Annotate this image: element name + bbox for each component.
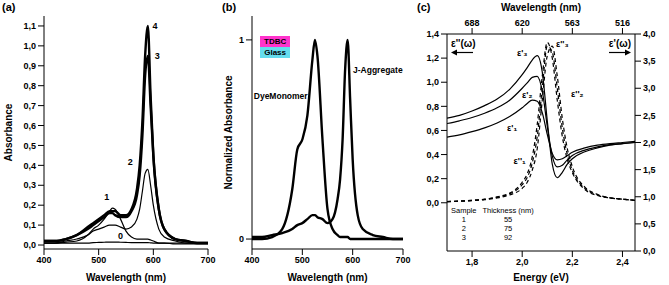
svg-text:Energy (eV): Energy (eV) <box>513 272 569 283</box>
svg-text:3,0: 3,0 <box>643 83 656 93</box>
svg-text:500: 500 <box>91 255 106 265</box>
html-text:Sample: Sample <box>451 206 477 215</box>
svg-text:1,4: 1,4 <box>426 29 439 39</box>
svg-text:2,4: 2,4 <box>616 257 629 267</box>
svg-text:0,5: 0,5 <box>643 219 656 229</box>
html-text:2: 2 <box>461 224 466 233</box>
svg-text:0,9: 0,9 <box>23 61 36 71</box>
svg-text:J-Aggregate: J-Aggregate <box>353 65 403 75</box>
svg-text:0,2: 0,2 <box>426 174 439 184</box>
svg-text:0,1: 0,1 <box>23 220 36 230</box>
svg-text:688: 688 <box>465 18 480 28</box>
html-text:55: 55 <box>503 215 513 224</box>
svg-text:0,7: 0,7 <box>23 101 36 111</box>
html-text:3: 3 <box>461 233 466 242</box>
svg-text:ε'₂: ε'₂ <box>522 90 532 100</box>
svg-text:0,5: 0,5 <box>23 141 36 151</box>
svg-text:0,2: 0,2 <box>23 200 36 210</box>
html-text:Thickness (nm): Thickness (nm) <box>482 206 534 215</box>
svg-text:400: 400 <box>244 255 259 265</box>
svg-text:1,0: 1,0 <box>426 77 439 87</box>
svg-text:0: 0 <box>118 231 123 241</box>
svg-text:0,0: 0,0 <box>426 198 439 208</box>
svg-text:1,2: 1,2 <box>426 53 439 63</box>
svg-text:Wavelength (nm): Wavelength (nm) <box>287 272 367 283</box>
svg-text:1,0: 1,0 <box>643 192 656 202</box>
svg-text:0,0: 0,0 <box>643 246 656 256</box>
svg-text:ε''₃: ε''₃ <box>556 39 569 49</box>
svg-text:3: 3 <box>155 51 160 61</box>
svg-text:2: 2 <box>128 157 133 167</box>
html-text:ε'(ω): ε'(ω) <box>608 38 631 49</box>
svg-text:516: 516 <box>615 18 630 28</box>
svg-text:4: 4 <box>152 21 157 31</box>
svg-text:0,4: 0,4 <box>23 161 36 171</box>
svg-text:600: 600 <box>345 255 360 265</box>
svg-text:2,5: 2,5 <box>643 111 656 121</box>
svg-text:620: 620 <box>515 18 530 28</box>
svg-text:ε''₂: ε''₂ <box>571 89 584 99</box>
svg-text:Normalized Absorbance: Normalized Absorbance <box>223 75 234 190</box>
html-text:Glass: Glass <box>264 48 286 57</box>
svg-text:ε'₃: ε'₃ <box>517 48 528 58</box>
svg-text:0: 0 <box>239 234 244 244</box>
svg-text:1,0: 1,0 <box>23 41 36 51</box>
html-text:92: 92 <box>503 233 513 242</box>
svg-text:4,0: 4,0 <box>643 29 656 39</box>
svg-text:Wavelength (nm): Wavelength (nm) <box>86 272 166 283</box>
svg-text:Wavelength (nm): Wavelength (nm) <box>501 2 581 13</box>
svg-text:2,0: 2,0 <box>643 138 656 148</box>
svg-text:0,0: 0,0 <box>23 240 36 250</box>
html-text:(b): (b) <box>222 1 236 13</box>
html-text:1: 1 <box>461 215 466 224</box>
svg-text:1,5: 1,5 <box>643 165 656 175</box>
svg-text:2,0: 2,0 <box>516 257 529 267</box>
svg-text:400: 400 <box>36 255 51 265</box>
svg-text:1,1: 1,1 <box>23 21 36 31</box>
html-text:(c): (c) <box>417 1 431 13</box>
svg-text:563: 563 <box>565 18 580 28</box>
svg-text:0,6: 0,6 <box>426 126 439 136</box>
svg-text:2,2: 2,2 <box>566 257 579 267</box>
html-text:TDBC: TDBC <box>264 37 287 46</box>
svg-text:0,3: 0,3 <box>23 180 36 190</box>
html-text:(a): (a) <box>2 1 16 13</box>
html-text:ε''(ω): ε''(ω) <box>451 38 476 49</box>
svg-text:500: 500 <box>295 255 310 265</box>
svg-text:700: 700 <box>200 255 215 265</box>
svg-text:ε''₁: ε''₁ <box>514 156 527 166</box>
svg-text:600: 600 <box>146 255 161 265</box>
svg-text:0,8: 0,8 <box>23 81 36 91</box>
svg-text:ε'₁: ε'₁ <box>507 123 517 133</box>
html-text:75: 75 <box>503 224 513 233</box>
svg-text:1,8: 1,8 <box>466 257 479 267</box>
svg-text:0,6: 0,6 <box>23 121 36 131</box>
svg-text:700: 700 <box>395 255 410 265</box>
svg-text:0,8: 0,8 <box>426 102 439 112</box>
svg-text:3,5: 3,5 <box>643 56 656 66</box>
svg-text:1: 1 <box>104 192 109 202</box>
svg-text:0,4: 0,4 <box>426 150 439 160</box>
svg-text:Absorbance: Absorbance <box>3 103 14 161</box>
svg-text:DyeMonomer: DyeMonomer <box>254 91 309 101</box>
svg-text:1: 1 <box>239 35 244 45</box>
